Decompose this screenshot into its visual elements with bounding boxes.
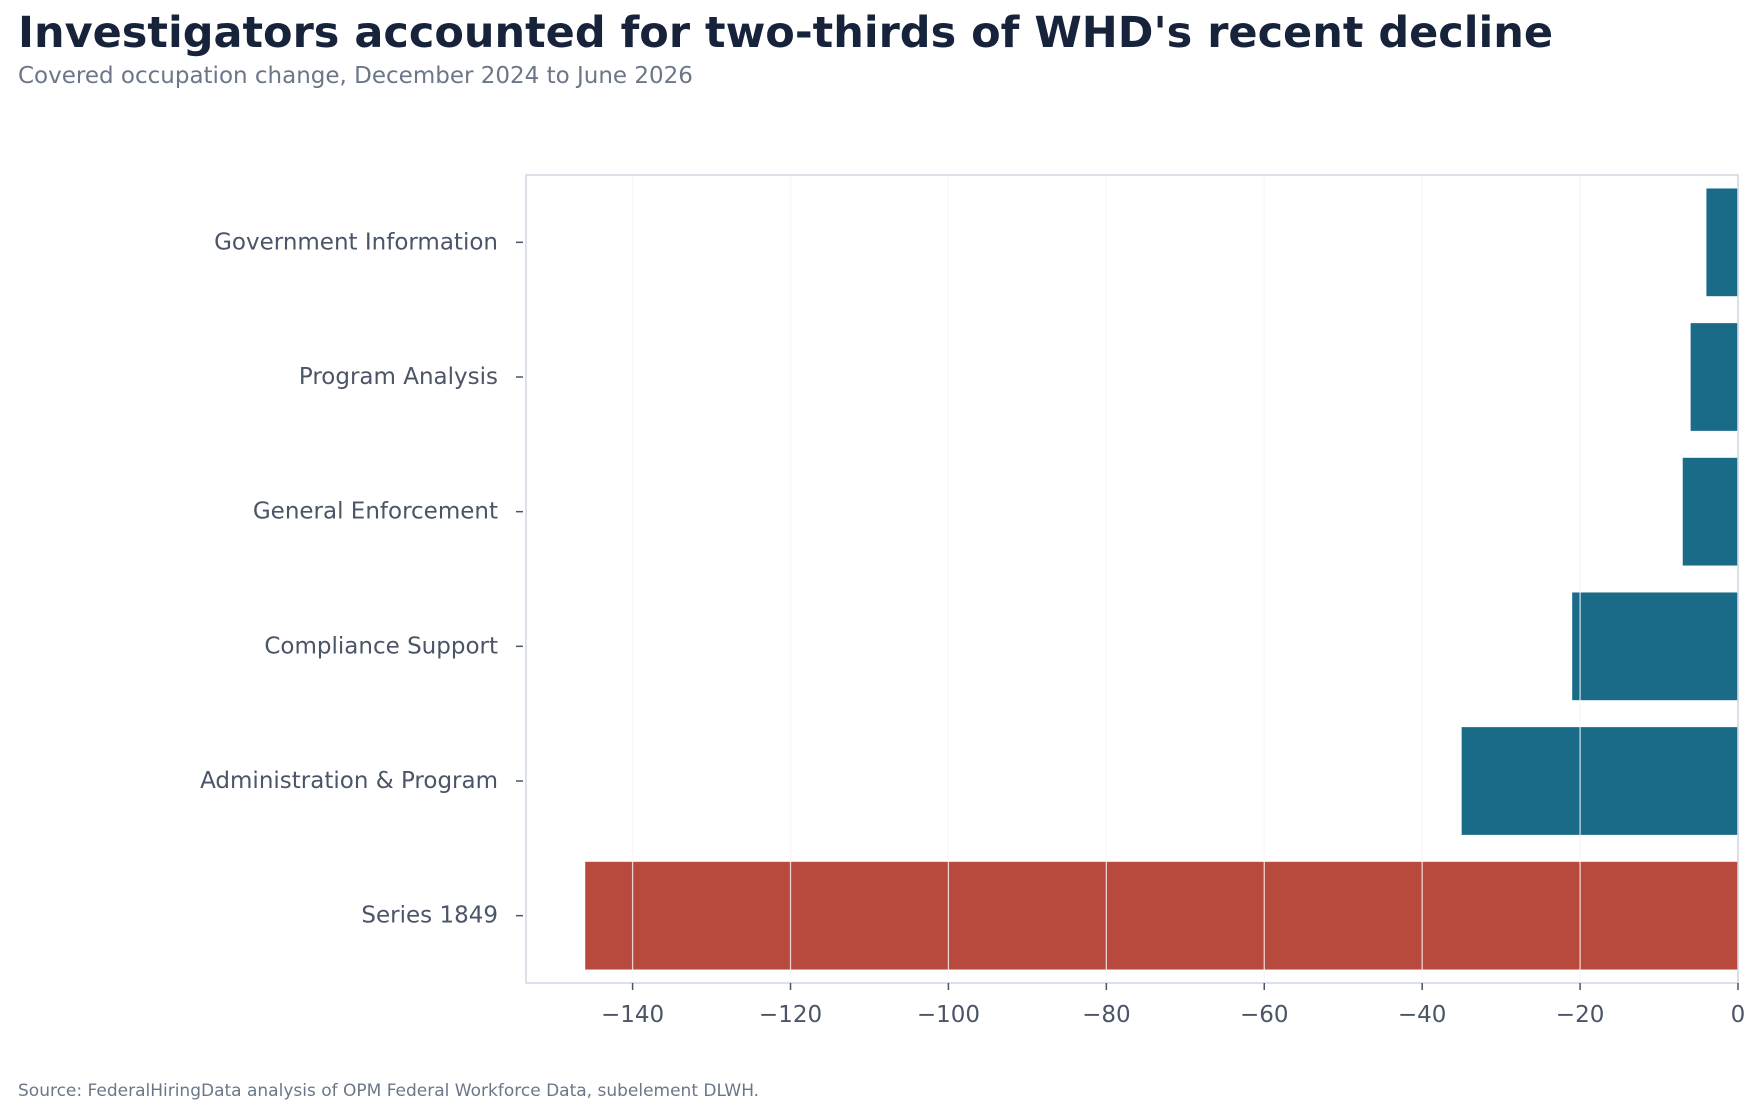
y-tick-label: General Enforcement — [253, 499, 498, 525]
source-note: Source: FederalHiringData analysis of OP… — [18, 1081, 760, 1101]
y-tick-label: Program Analysis — [299, 364, 498, 390]
plot-frame — [525, 174, 1739, 984]
y-axis: Government Information Program Analysis Ge… — [200, 229, 523, 929]
x-tick-label: −40 — [1398, 1002, 1447, 1028]
x-tick-label: −80 — [1082, 1002, 1131, 1028]
bar — [1690, 323, 1738, 431]
gridlines-over-bars — [631, 175, 1739, 983]
bar — [1682, 457, 1738, 566]
x-tick-label: −120 — [759, 1002, 822, 1028]
x-tick-label: 0 — [1731, 1002, 1746, 1028]
chart-subtitle: Covered occupation change, December 2024… — [18, 63, 693, 89]
x-tick-label: −60 — [1240, 1002, 1289, 1028]
x-tick-label: −140 — [601, 1002, 664, 1028]
y-tick-label: Administration & Program — [200, 768, 498, 794]
y-tick-label: Government Information — [214, 229, 498, 255]
x-tick-label: −100 — [917, 1002, 980, 1028]
x-axis: −140 −120 −100 −80 −60 −40 −20 0 — [601, 983, 1745, 1028]
bar — [1461, 727, 1738, 835]
bar — [1706, 188, 1738, 297]
chart-title: Investigators accounted for two-thirds o… — [18, 8, 1554, 58]
bar — [1572, 592, 1738, 701]
x-tick-label: −20 — [1556, 1002, 1605, 1028]
bar — [585, 861, 1738, 970]
bars — [585, 188, 1738, 970]
y-tick-label: Series 1849 — [361, 903, 498, 929]
y-tick-label: Compliance Support — [264, 633, 498, 659]
